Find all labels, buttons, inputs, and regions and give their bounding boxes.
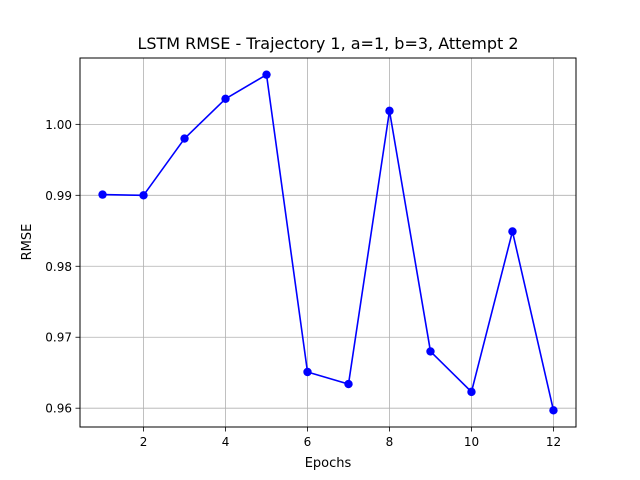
data-point [508, 227, 517, 236]
x-tick-label: 4 [222, 435, 230, 449]
data-point [180, 134, 189, 143]
plot-area-frame [79, 57, 577, 428]
data-point [344, 379, 353, 389]
data-point [467, 387, 476, 397]
y-tick-label: 0.99 [45, 189, 72, 203]
x-tick-label: 8 [386, 435, 394, 449]
data-point [262, 70, 271, 79]
y-tick-label: 1.00 [45, 118, 72, 132]
x-axis-label: Epochs [305, 456, 352, 471]
data-point [385, 106, 394, 116]
chart-title: LSTM RMSE - Trajectory 1, a=1, b=3, Atte… [137, 34, 518, 53]
x-tick-label: 2 [140, 435, 148, 449]
y-tick-label: 0.98 [45, 260, 72, 274]
data-point [98, 190, 107, 199]
data-point [549, 406, 558, 415]
axis-ticks: 2 4 6 8 10 12 0.96 0.97 0.98 0.99 1.00 [45, 118, 561, 449]
grid-lines [80, 58, 576, 427]
data-point [221, 94, 230, 104]
y-axis-label: RMSE [20, 224, 35, 261]
y-tick-label: 0.96 [45, 402, 72, 416]
data-point [139, 191, 148, 200]
data-point [303, 367, 312, 377]
data-point [426, 347, 435, 356]
y-tick-label: 0.97 [45, 331, 72, 345]
x-tick-label: 12 [546, 435, 561, 449]
x-tick-label: 6 [304, 435, 312, 449]
x-tick-label: 10 [464, 435, 479, 449]
series-line [102, 73, 555, 411]
series-layer [98, 70, 558, 415]
